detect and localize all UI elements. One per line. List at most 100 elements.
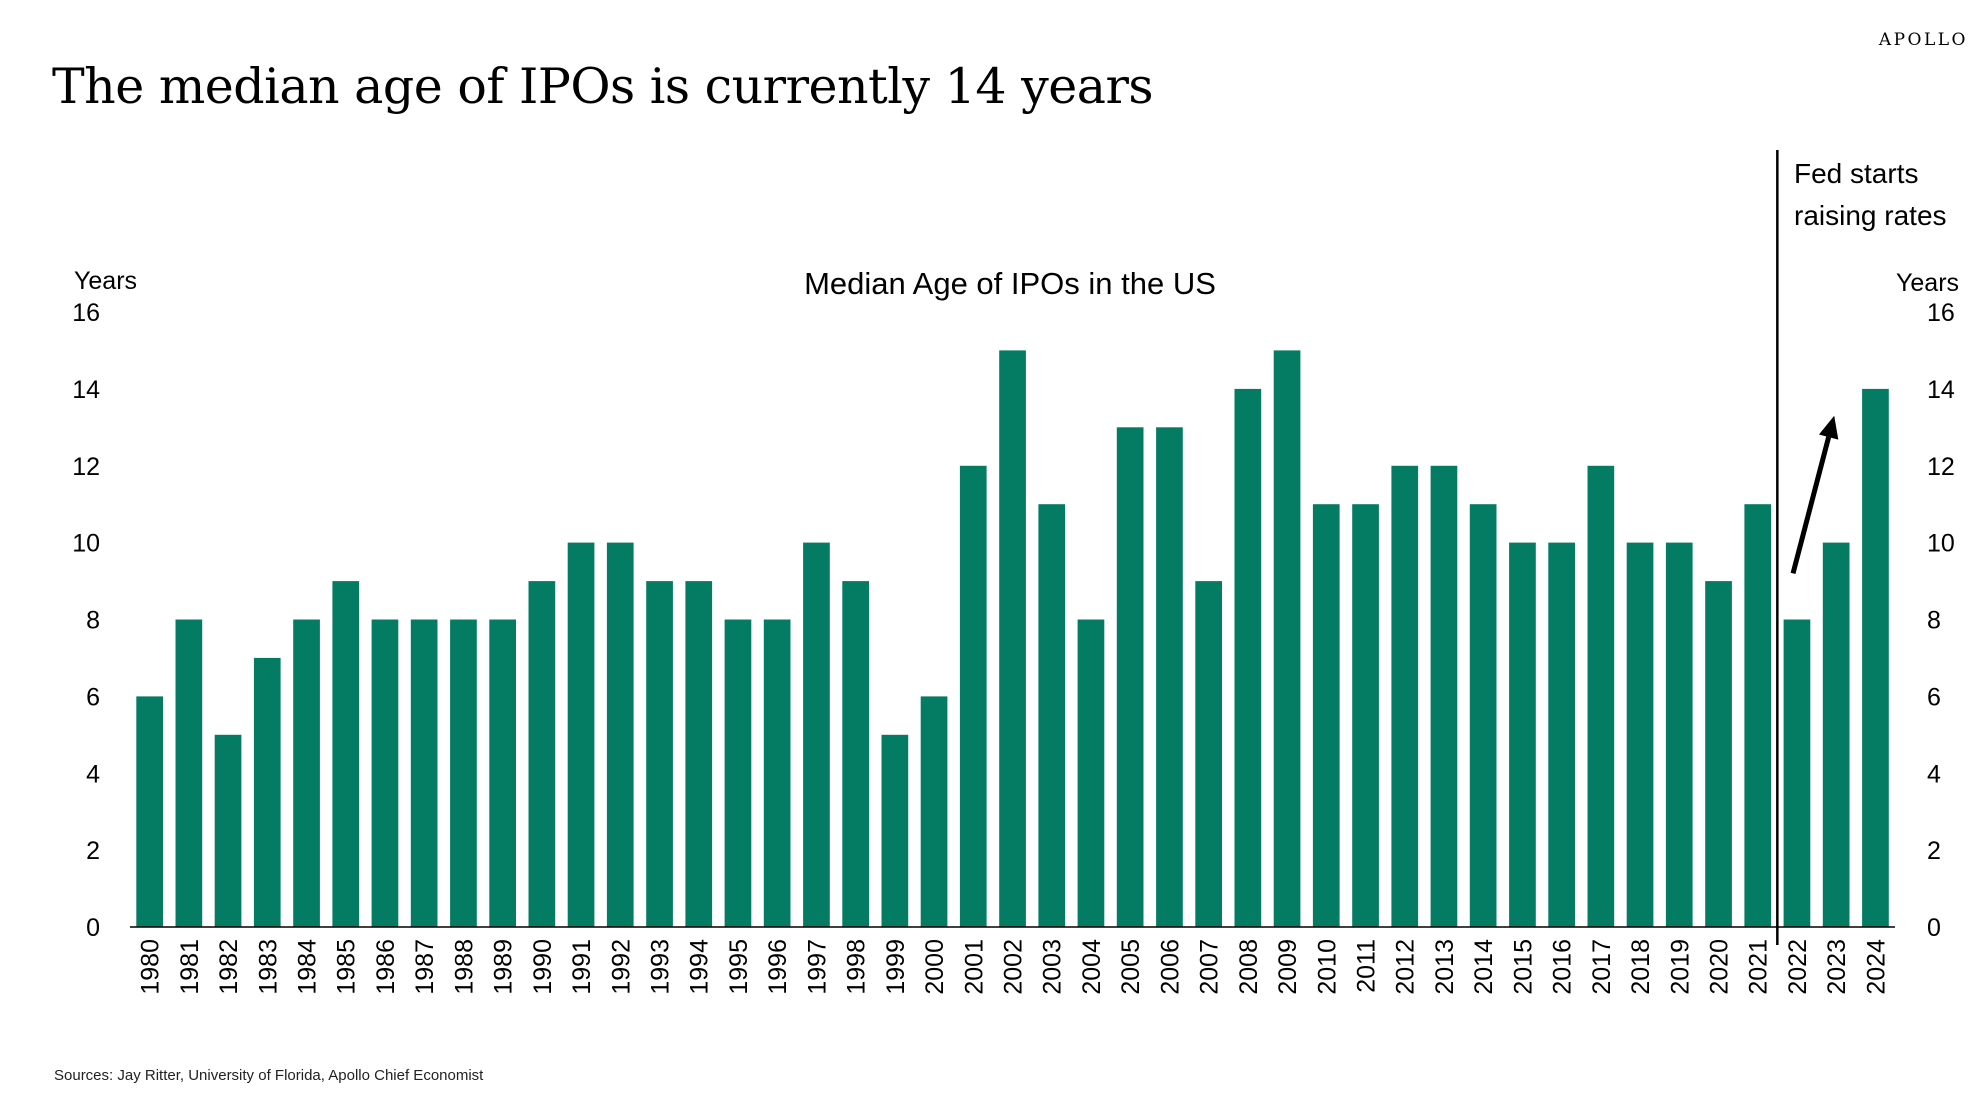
x-tick-label: 1982 xyxy=(215,939,243,995)
y-tick-label-right: 16 xyxy=(1927,299,1955,327)
bar-1989 xyxy=(489,619,516,927)
x-tick-label: 2009 xyxy=(1274,939,1302,995)
y-tick-label-left: 4 xyxy=(86,760,100,788)
y-tick-label-left: 0 xyxy=(86,914,100,942)
bar-2019 xyxy=(1665,542,1693,927)
y-axis-label-left: Years xyxy=(74,267,137,295)
bar-2009 xyxy=(1273,350,1301,927)
y-tick-label-left: 2 xyxy=(86,837,100,865)
bar-2018 xyxy=(1626,542,1654,927)
bar-2004 xyxy=(1077,619,1105,927)
x-tick-label: 2003 xyxy=(1039,939,1067,995)
bar-2016 xyxy=(1548,542,1575,927)
x-tick-label: 1981 xyxy=(176,939,204,995)
y-tick-label-left: 12 xyxy=(72,453,100,481)
x-tick-label: 1986 xyxy=(372,939,400,995)
apollo-logo: APOLLO xyxy=(1878,30,1968,50)
bar-2023 xyxy=(1822,542,1850,927)
source-note: Sources: Jay Ritter, University of Flori… xyxy=(54,1067,484,1084)
y-tick-label-right: 10 xyxy=(1927,530,1955,558)
bar-2010 xyxy=(1312,504,1340,927)
bar-1998 xyxy=(842,581,869,927)
bar-2006 xyxy=(1156,427,1183,927)
bar-1999 xyxy=(881,734,909,927)
x-tick-label: 1999 xyxy=(882,939,910,995)
x-tick-label: 2015 xyxy=(1509,939,1537,995)
bar-2000 xyxy=(920,696,948,927)
x-tick-label: 2020 xyxy=(1706,939,1734,995)
bar-2003 xyxy=(1038,504,1066,927)
x-tick-label: 2018 xyxy=(1627,939,1655,995)
bar-2014 xyxy=(1469,504,1497,927)
x-tick-label: 1993 xyxy=(647,939,675,995)
annotation-line-2: raising rates xyxy=(1794,200,1947,231)
x-tick-label: 2001 xyxy=(960,939,988,995)
x-tick-label: 2024 xyxy=(1862,939,1890,995)
x-tick-label: 2012 xyxy=(1392,939,1420,995)
x-tick-label: 1988 xyxy=(450,939,478,995)
bar-2002 xyxy=(999,350,1026,927)
bar-1995 xyxy=(724,619,752,927)
x-tick-label: 2014 xyxy=(1470,939,1498,995)
x-tick-label: 1997 xyxy=(803,939,831,995)
bar-2005 xyxy=(1116,427,1144,927)
bar-2007 xyxy=(1195,581,1222,927)
x-tick-label: 2016 xyxy=(1549,939,1577,995)
bar-1993 xyxy=(646,581,673,927)
x-tick-label: 2022 xyxy=(1784,939,1812,995)
x-tick-label: 1983 xyxy=(254,939,282,995)
bar-2015 xyxy=(1509,542,1536,927)
x-tick-label: 2021 xyxy=(1745,939,1773,995)
bar-1990 xyxy=(528,581,556,927)
bar-1997 xyxy=(803,542,830,927)
bar-1980 xyxy=(136,696,163,927)
x-tick-label: 2002 xyxy=(1000,939,1028,995)
bar-2021 xyxy=(1744,504,1772,927)
y-tick-label-left: 8 xyxy=(86,607,100,635)
y-tick-label-right: 4 xyxy=(1927,760,1941,788)
y-axis-right: 0 2 4 6 8 10 12 14 16 xyxy=(1927,299,1955,942)
x-tick-label: 1984 xyxy=(294,939,322,995)
x-tick-label: 2004 xyxy=(1078,939,1106,995)
bar-1988 xyxy=(450,619,477,927)
x-axis: 1980 1981 1982 1983 1984 1985 1986 1987 1988 1989… xyxy=(137,939,1891,995)
x-tick-label: 2008 xyxy=(1235,939,1263,995)
bar-2011 xyxy=(1352,504,1379,927)
x-tick-label: 1989 xyxy=(490,939,518,995)
y-axis-left: 0 2 4 6 8 10 12 14 16 xyxy=(72,299,100,942)
x-tick-label: 1987 xyxy=(411,939,439,995)
bar-2020 xyxy=(1705,581,1732,927)
x-tick-label: 1990 xyxy=(529,939,557,995)
y-tick-label-right: 8 xyxy=(1927,607,1941,635)
x-tick-label: 1991 xyxy=(568,939,596,995)
arrow-shaft xyxy=(1790,436,1832,575)
annotation-line-1: Fed starts xyxy=(1794,158,1918,189)
bar-2024 xyxy=(1862,388,1889,927)
bar-1991 xyxy=(567,542,595,927)
x-tick-label: 2013 xyxy=(1431,939,1459,995)
x-tick-label: 2011 xyxy=(1353,939,1381,993)
rising-arrow xyxy=(1790,415,1839,575)
x-tick-label: 2019 xyxy=(1666,939,1694,995)
x-tick-label: 2023 xyxy=(1823,939,1851,995)
bar-1994 xyxy=(685,581,713,927)
x-tick-label: 2007 xyxy=(1196,939,1224,995)
bar-1983 xyxy=(253,657,281,927)
bar-1985 xyxy=(332,581,360,927)
y-tick-label-left: 6 xyxy=(86,683,100,711)
bar-2017 xyxy=(1587,465,1615,928)
bar-2012 xyxy=(1391,465,1419,928)
bar-1992 xyxy=(606,542,634,927)
x-tick-label: 2005 xyxy=(1117,939,1145,995)
x-tick-label: 2010 xyxy=(1313,939,1341,995)
x-tick-label: 1998 xyxy=(843,939,871,995)
x-tick-label: 2017 xyxy=(1588,939,1616,995)
y-tick-label-right: 6 xyxy=(1927,683,1941,711)
x-tick-label: 1980 xyxy=(137,939,165,995)
bar-1984 xyxy=(293,619,320,927)
x-tick-label: 2006 xyxy=(1156,939,1184,995)
y-tick-label-right: 14 xyxy=(1927,376,1955,404)
x-tick-label: 1994 xyxy=(686,939,714,995)
bar-2013 xyxy=(1430,465,1458,928)
